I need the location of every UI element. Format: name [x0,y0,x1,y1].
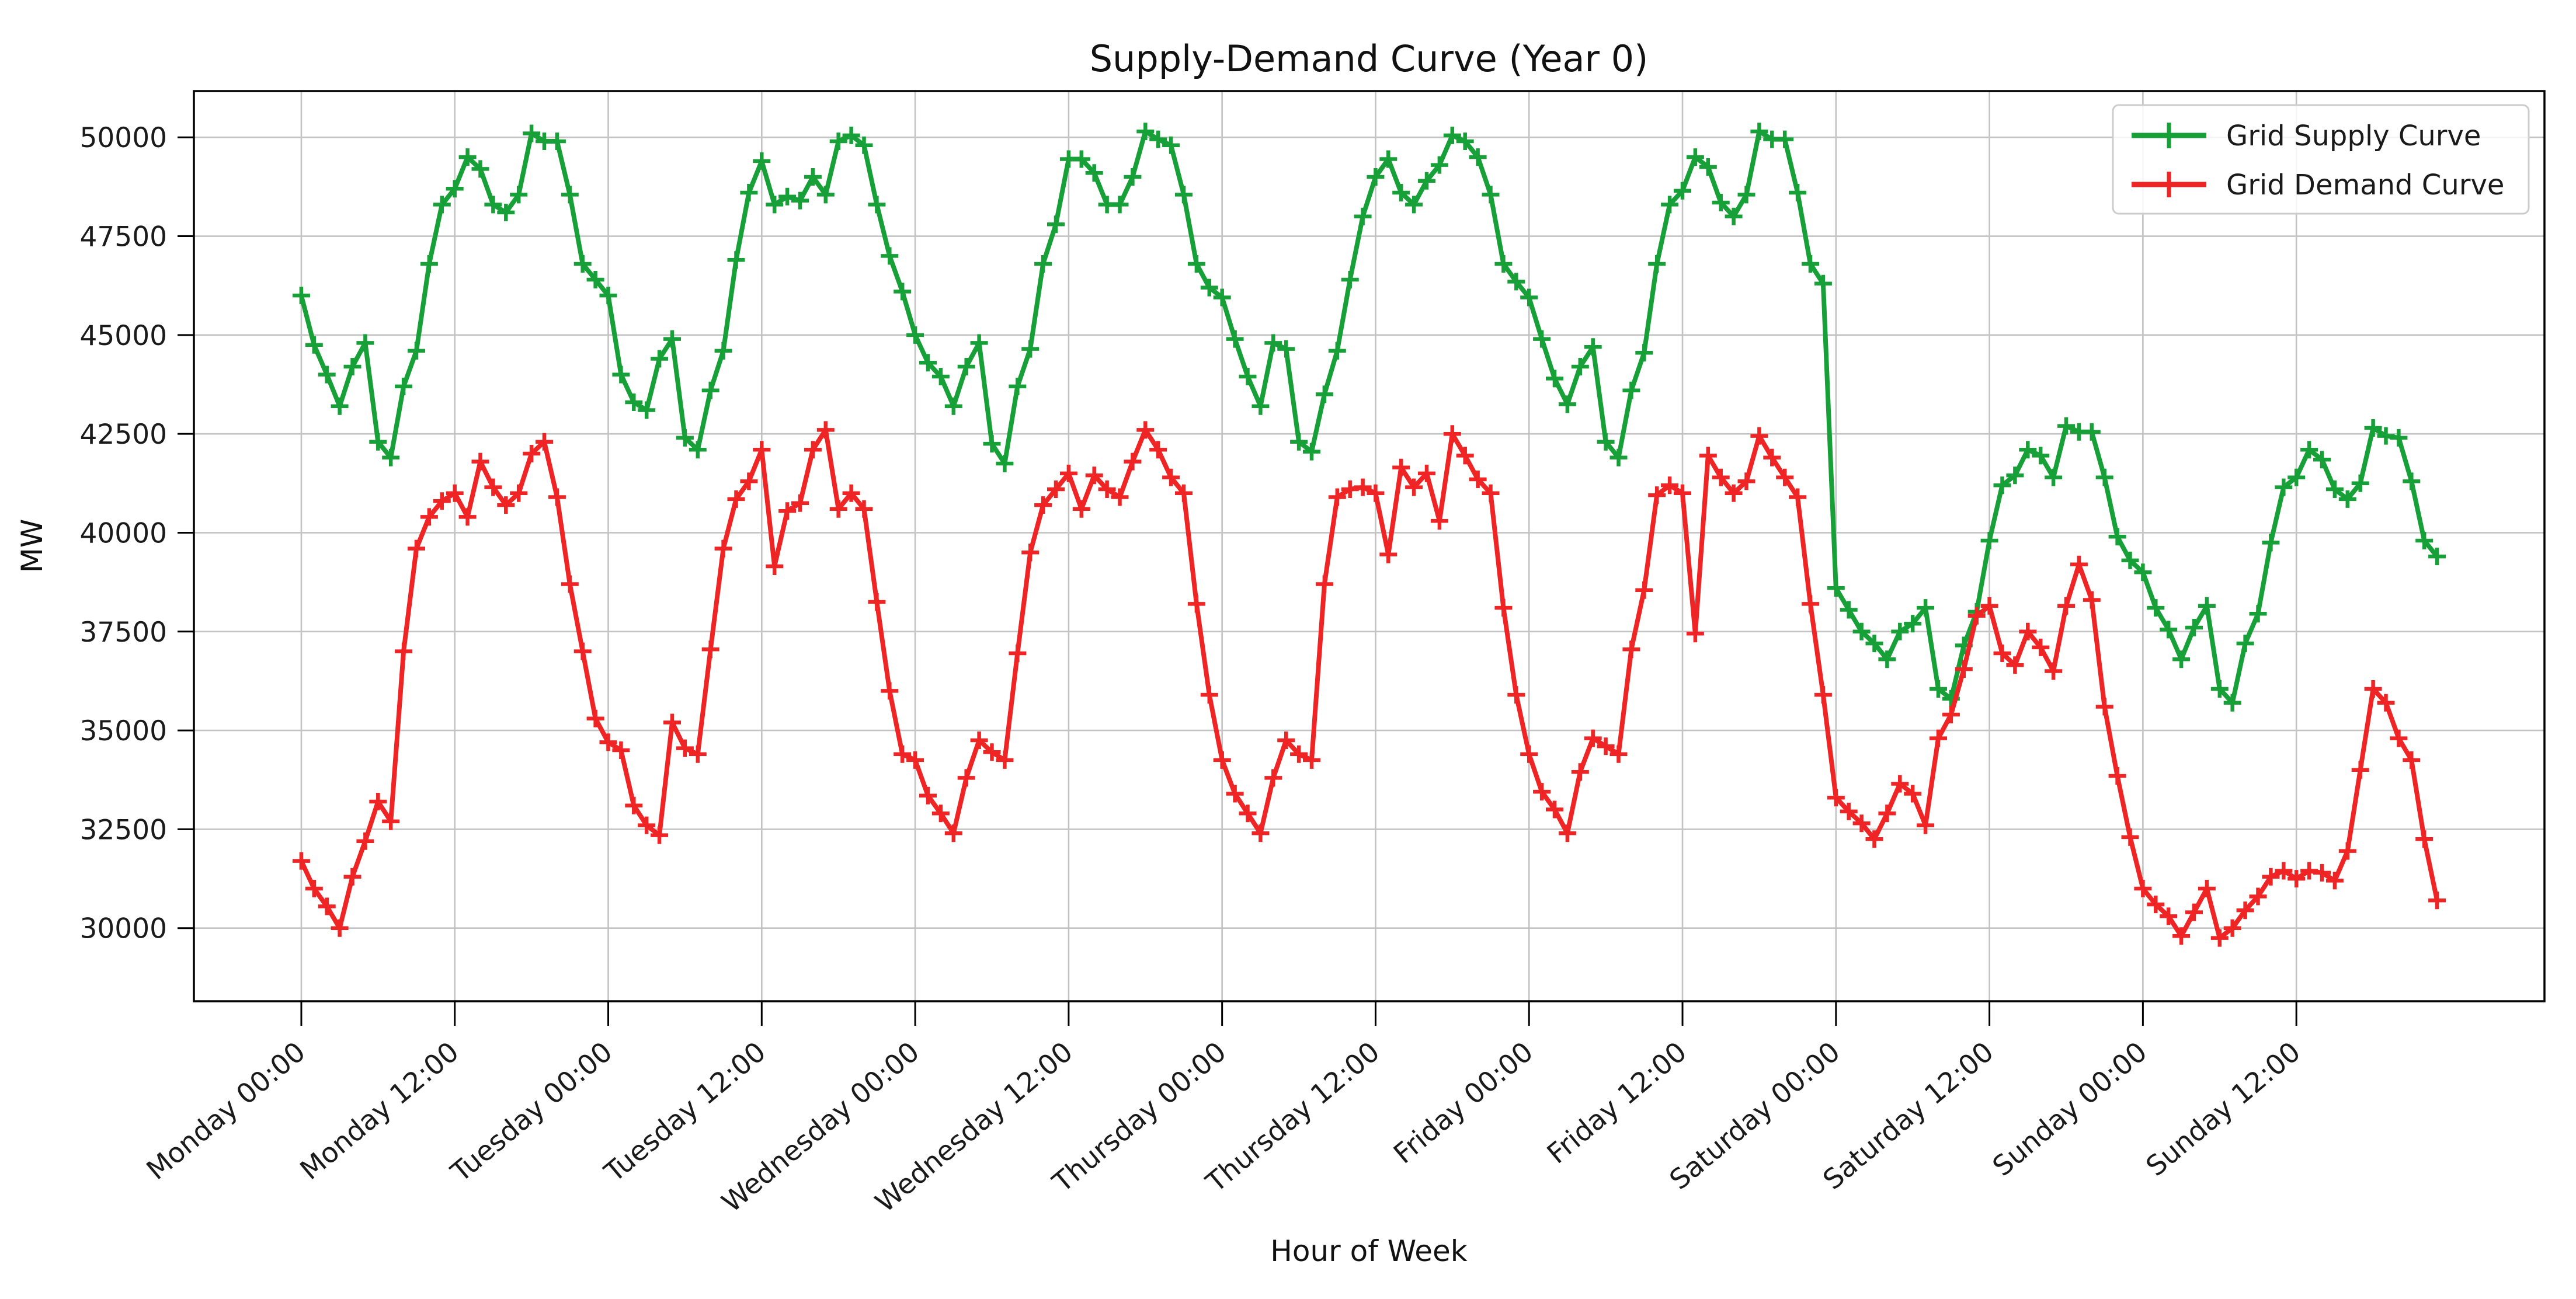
x-tick-label: Friday 00:00 [1388,1036,1539,1170]
legend-box [2112,104,2530,215]
legend-supply-plus-marker-icon [2158,123,2179,148]
legend-demand-plus-marker-icon [2158,172,2179,197]
axes-spines [193,90,2546,1002]
legend-entry-demand: Grid Demand Curve [2132,169,2504,201]
x-axis-label: Hour of Week [1270,1234,1467,1268]
x-tick-label: Sunday 12:00 [2140,1036,2307,1183]
legend-entry-supply: Grid Supply Curve [2132,120,2481,152]
x-tick-label: Friday 12:00 [1541,1036,1693,1170]
legend-supply-label: Grid Supply Curve [2226,120,2481,152]
x-tick-label: Sunday 00:00 [1987,1036,2153,1183]
y-tick-label: 47500 [79,221,167,253]
y-tick-label: 50000 [79,122,167,154]
chart-title: Supply-Demand Curve (Year 0) [1090,37,1649,80]
y-tick-label: 35000 [79,715,167,747]
y-tick-label: 45000 [79,320,167,352]
y-axis-label: MW [15,519,49,573]
y-tick-label: 37500 [79,617,167,649]
legend: Grid Supply Curve Grid Demand Curve [2112,104,2530,215]
legend-demand-label: Grid Demand Curve [2226,169,2504,201]
y-tick-label: 42500 [79,419,167,451]
x-tick-label: Monday 00:00 [141,1036,312,1186]
demand-plus-markers [292,421,2446,947]
y-tick-label: 40000 [79,517,167,549]
x-tick-label: Tuesday 12:00 [598,1036,772,1189]
axes-background [194,91,2544,1001]
x-tick-label: Tuesday 00:00 [444,1036,618,1189]
y-tick-label: 32500 [79,814,167,846]
supply-plus-markers [292,123,2446,712]
x-tick-label: Monday 12:00 [294,1036,465,1186]
y-tick-label: 30000 [79,913,167,945]
